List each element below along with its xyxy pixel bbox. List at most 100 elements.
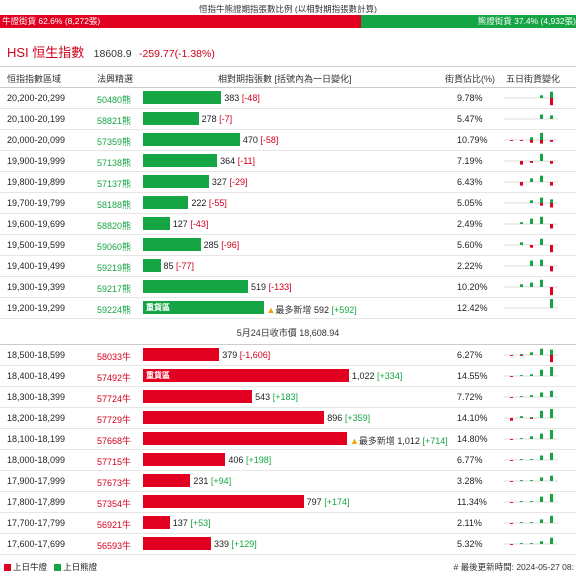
warrant-code[interactable]: 57359熊 (97, 137, 132, 147)
contracts-value: 231 (193, 476, 209, 486)
warrant-code[interactable]: 58820熊 (97, 221, 132, 231)
outstanding-pct: 2.49% (457, 219, 483, 229)
table-row: 18,300-18,399 57724牛 543 [+183] 7.72% (0, 386, 576, 408)
contracts-change: [+359] (344, 413, 371, 423)
table-row: 19,700-19,799 58188熊 222 [-55] 5.05% (0, 192, 576, 214)
spark-up-bar (540, 175, 543, 182)
spark-up-bar (540, 132, 543, 140)
legend-bear-swatch (54, 564, 62, 571)
index-range: 20,100-20,199 (7, 114, 66, 124)
warrant-code[interactable]: 57729牛 (97, 415, 132, 425)
spark-up-bar (520, 501, 523, 502)
contracts-bar (143, 516, 170, 529)
warrant-code[interactable]: 58033牛 (97, 352, 132, 362)
contracts-text: 127 [-43] (173, 219, 209, 229)
contracts-change: [-7] (219, 114, 233, 124)
warrant-code[interactable]: 57673牛 (97, 478, 132, 488)
spark-down-bar (530, 140, 533, 143)
outstanding-pct: 6.27% (457, 350, 483, 360)
contracts-value: 222 (191, 198, 207, 208)
header-pct: 街貨佔比(%) (445, 74, 495, 84)
contracts-bar (143, 453, 226, 466)
spark-down-bar (520, 140, 523, 141)
warrant-code[interactable]: 59217熊 (97, 284, 132, 294)
bull-ratio-segment: 牛證街貨 62.6% (8,272張) (0, 15, 361, 28)
contracts-change: [+198] (245, 455, 272, 465)
spark-up-bar (550, 115, 553, 119)
warrant-code[interactable]: 59060熊 (97, 242, 132, 252)
contracts-text: 285 [-96] (204, 240, 240, 250)
contracts-value: 285 (203, 240, 219, 250)
warrant-code[interactable]: 57137熊 (97, 179, 132, 189)
warrant-code[interactable]: 57715牛 (97, 457, 132, 467)
contracts-bar (143, 474, 191, 487)
contracts-text: ▲最多新增 1,012 [+714] (350, 434, 448, 447)
table-row: 19,300-19,399 59217熊 519 [-133] 10.20% (0, 276, 576, 298)
table-row: 19,600-19,699 58820熊 127 [-43] 2.49% (0, 213, 576, 235)
index-range: 18,000-18,099 (7, 455, 66, 465)
contracts-text: 1,022 [+334] (352, 371, 402, 381)
spark-up-bar (520, 396, 523, 397)
warrant-code[interactable]: 57138熊 (97, 158, 132, 168)
spark-up-bar (530, 501, 533, 502)
outstanding-pct: 5.47% (457, 114, 483, 124)
bear-ratio-segment: 熊證街貨 37.4% (4,932張) (360, 15, 576, 28)
contracts-bar (143, 280, 249, 293)
contracts-value: 85 (163, 261, 174, 271)
warrant-code[interactable]: 59219熊 (97, 263, 132, 273)
spark-up-bar (550, 409, 553, 418)
spark-down-bar (550, 140, 553, 142)
five-day-change-chart (504, 175, 558, 186)
index-name[interactable]: HSI 恒生指數 (7, 45, 85, 60)
contracts-change: [-77] (176, 261, 195, 271)
warrant-code[interactable]: 57724牛 (97, 394, 132, 404)
header-contracts: 相對期指張數 [括號內為一日變化] (218, 74, 352, 84)
warrant-code[interactable]: 57492牛 (97, 373, 132, 383)
contracts-text: 519 [-133] (251, 282, 292, 292)
legend: 上日牛證 上日熊證 (4, 561, 97, 573)
warrant-code[interactable]: 57354牛 (97, 499, 132, 509)
index-range: 17,900-17,999 (7, 476, 66, 486)
warrant-code[interactable]: 56593牛 (97, 541, 132, 551)
index-range: 20,200-20,299 (7, 93, 66, 103)
warrant-code[interactable]: 50480熊 (97, 95, 132, 105)
warrant-code[interactable]: 58188熊 (97, 200, 132, 210)
contracts-change: [-58] (260, 135, 279, 145)
spark-up-bar (520, 522, 523, 523)
five-day-change-chart (504, 515, 558, 524)
outstanding-pct: 14.10% (457, 413, 488, 423)
five-day-change-chart (504, 197, 558, 208)
spark-up-bar (530, 218, 533, 224)
triangle-up-icon: ▲ (266, 305, 276, 315)
index-range: 19,700-19,799 (7, 198, 66, 208)
warrant-code[interactable]: 56921牛 (97, 520, 132, 530)
table-row: 18,400-18,499 57492牛 重貨區 1,022 [+334] 14.55% (0, 365, 576, 387)
warrant-code[interactable]: 58821熊 (97, 116, 132, 126)
contracts-text: 470 [-58] (243, 135, 279, 145)
spark-up-bar (550, 367, 553, 376)
index-price: 18608.9 (93, 48, 132, 60)
five-day-change-chart (504, 493, 558, 503)
warrant-code[interactable]: 57668牛 (97, 436, 132, 446)
contracts-change: [+714] (422, 436, 448, 446)
warrant-code[interactable]: 59224熊 (97, 305, 132, 315)
contracts-value: 278 (201, 114, 217, 124)
contracts-text: 137 [+53] (173, 518, 211, 528)
legend-bull-label: 上日牛證 (13, 562, 48, 572)
five-day-change-chart (504, 114, 558, 120)
contracts-text: 364 [-11] (220, 156, 255, 166)
table-row: 19,800-19,899 57137熊 327 [-29] 6.43% (0, 171, 576, 193)
triangle-up-icon: ▲ (349, 436, 359, 446)
spark-down-bar (550, 287, 553, 296)
contracts-value: 797 (306, 497, 322, 507)
spark-down-bar (530, 418, 533, 419)
contracts-bar (143, 390, 253, 403)
table-row: 17,700-17,799 56921牛 137 [+53] 2.11% (0, 512, 576, 534)
spark-down-bar (520, 182, 523, 186)
index-range: 18,500-18,599 (7, 350, 66, 360)
spark-down-bar (510, 544, 513, 545)
spark-down-bar (510, 355, 513, 356)
spark-up-bar (550, 91, 553, 98)
contracts-change: [-43] (190, 219, 209, 229)
spark-up-bar (550, 390, 553, 397)
